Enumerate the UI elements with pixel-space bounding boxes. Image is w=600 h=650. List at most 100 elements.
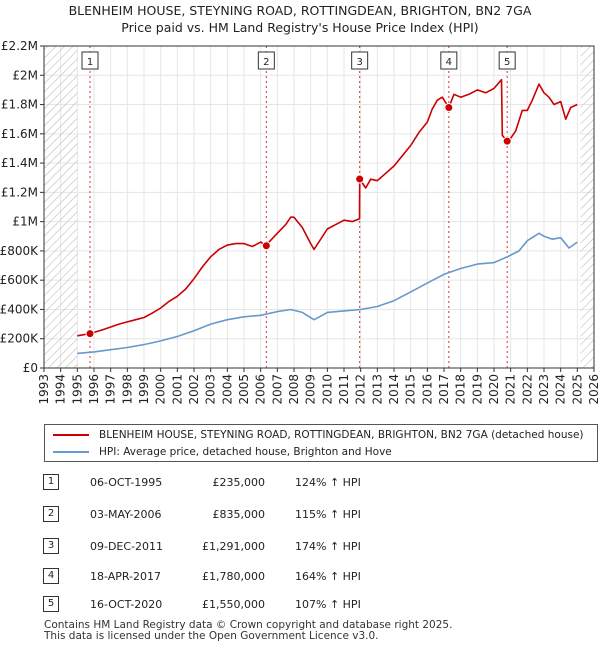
legend-item-property: BLENHEIM HOUSE, STEYNING ROAD, ROTTINGDE…: [53, 427, 584, 443]
sale-label-box: [257, 51, 275, 70]
legend-swatch-hpi: [53, 451, 89, 453]
sale-point: [261, 241, 271, 251]
x-tick-label: 2008: [287, 374, 301, 405]
sale-hpi-change: 124% ↑ HPI: [295, 476, 361, 489]
sale-label: 1: [81, 51, 99, 70]
sale-number-badge: 1: [43, 474, 59, 490]
footer-licence: This data is licensed under the Open Gov…: [44, 630, 379, 642]
x-tick-label: 2001: [170, 374, 184, 405]
sale-price: £1,550,000: [202, 598, 265, 611]
x-tick-label: 1993: [37, 374, 51, 405]
sale-labels: 1 2 3 4 5: [81, 51, 516, 70]
x-tick-label: 2018: [454, 374, 468, 405]
sale-label-box: [498, 51, 516, 70]
x-tick-label: 2004: [220, 374, 234, 405]
title-line-2: Price paid vs. HM Land Registry's House …: [121, 20, 479, 35]
x-tick-label: 2021: [504, 374, 518, 405]
x-tick-label: 2023: [537, 374, 551, 405]
plot-area: [44, 46, 594, 368]
x-axis: 1993 1994 1995 1996 1997 1998 1999 2000 2001 2002…: [37, 368, 600, 405]
x-tick-label: 2026: [587, 374, 600, 405]
x-tick-label: 2020: [487, 374, 501, 405]
sale-label: 3: [351, 51, 369, 70]
title-line-1: BLENHEIM HOUSE, STEYNING ROAD, ROTTINGDE…: [68, 3, 532, 18]
series-layer: [77, 78, 578, 355]
x-tick-label: 2000: [154, 374, 168, 405]
x-tick-label: 2024: [554, 374, 568, 405]
sale-label-text: 1: [87, 57, 93, 68]
sale-label-box: [440, 51, 458, 70]
sale-label: 5: [498, 51, 516, 70]
sale-label-box: [81, 51, 99, 70]
x-tick-label: 1997: [104, 374, 118, 405]
x-tick-label: 2003: [204, 374, 218, 405]
y-tick-label: £200K: [0, 332, 39, 346]
y-tick-label: £600K: [0, 273, 39, 287]
sale-date: 03-MAY-2006: [90, 508, 162, 521]
footer: Contains HM Land Registry data © Crown c…: [44, 620, 452, 642]
sale-label: 2: [257, 51, 275, 70]
sale-label-text: 3: [356, 57, 362, 68]
y-tick-label: £1.6M: [1, 127, 38, 141]
y-tick-label: £800K: [0, 244, 39, 258]
x-tick-label: 2015: [404, 374, 418, 405]
x-tick-label: 1995: [70, 374, 84, 405]
sale-row: 4 18-APR-2017 £1,780,000 164% ↑ HPI: [0, 566, 600, 588]
x-tick-label: 1996: [87, 374, 101, 405]
y-tick-label: £2M: [12, 68, 38, 82]
series-line-property: [77, 78, 578, 337]
x-tick-label: 2002: [187, 374, 201, 405]
sale-date: 16-OCT-2020: [90, 598, 163, 611]
x-tick-label: 2022: [520, 374, 534, 405]
sale-number-badge: 5: [43, 596, 59, 612]
x-tick-label: 2006: [254, 374, 268, 405]
x-tick-label: 2011: [337, 374, 351, 405]
sale-label-box: [351, 51, 369, 70]
y-tick-label: £2.2M: [1, 39, 38, 53]
sale-price: £1,291,000: [202, 540, 265, 553]
sale-price: £835,000: [212, 508, 266, 521]
sale-date: 06-OCT-1995: [90, 476, 163, 489]
x-tick-label: 2017: [437, 374, 451, 405]
y-tick-label: £1.8M: [1, 98, 38, 112]
sale-price: £1,780,000: [202, 570, 265, 583]
sale-point: [85, 329, 95, 339]
legend: BLENHEIM HOUSE, STEYNING ROAD, ROTTINGDE…: [44, 424, 598, 462]
x-tick-label: 2007: [270, 374, 284, 405]
grid: [43, 45, 595, 369]
x-tick-label: 2009: [304, 374, 318, 405]
hatched-areas: [44, 46, 594, 368]
x-tick-label: 2013: [370, 374, 384, 405]
sale-points: [85, 102, 512, 339]
sale-label-text: 5: [504, 57, 510, 68]
sale-label-text: 4: [446, 57, 452, 68]
hatch-before-data: [44, 46, 78, 368]
x-tick-label: 1998: [120, 374, 134, 405]
sale-row: 3 09-DEC-2011 £1,291,000 174% ↑ HPI: [0, 536, 600, 558]
sale-point: [502, 136, 512, 146]
sale-date: 18-APR-2017: [90, 570, 162, 583]
sale-row: 1 06-OCT-1995 £235,000 124% ↑ HPI: [0, 472, 600, 494]
x-tick-label: 2012: [354, 374, 368, 405]
sale-number-badge: 3: [43, 538, 59, 554]
x-tick-label: 2005: [237, 374, 251, 405]
x-tick-label: 2019: [470, 374, 484, 405]
legend-label-property: BLENHEIM HOUSE, STEYNING ROAD, ROTTINGDE…: [99, 429, 584, 441]
legend-item-hpi: HPI: Average price, detached house, Brig…: [53, 444, 392, 460]
chart-title: BLENHEIM HOUSE, STEYNING ROAD, ROTTINGDE…: [0, 2, 600, 36]
sale-number-badge: 4: [43, 568, 59, 584]
y-tick-label: £1.2M: [1, 185, 38, 199]
x-tick-label: 2014: [387, 374, 401, 405]
sale-row: 5 16-OCT-2020 £1,550,000 107% ↑ HPI: [0, 594, 600, 616]
x-tick-label: 1999: [137, 374, 151, 405]
y-tick-label: £1M: [12, 215, 38, 229]
sale-point: [355, 174, 365, 184]
y-axis: £0 £200K £400K £600K £800K £1M £1.2M £1.4M £1.6M…: [0, 39, 44, 375]
y-tick-label: £400K: [0, 302, 39, 316]
y-tick-label: £0: [23, 361, 38, 375]
sale-hpi-change: 174% ↑ HPI: [295, 540, 361, 553]
sale-point: [444, 102, 454, 112]
hatch-after-data: [580, 46, 594, 368]
sale-price: £235,000: [212, 476, 266, 489]
footer-copyright: Contains HM Land Registry data © Crown c…: [44, 619, 453, 631]
